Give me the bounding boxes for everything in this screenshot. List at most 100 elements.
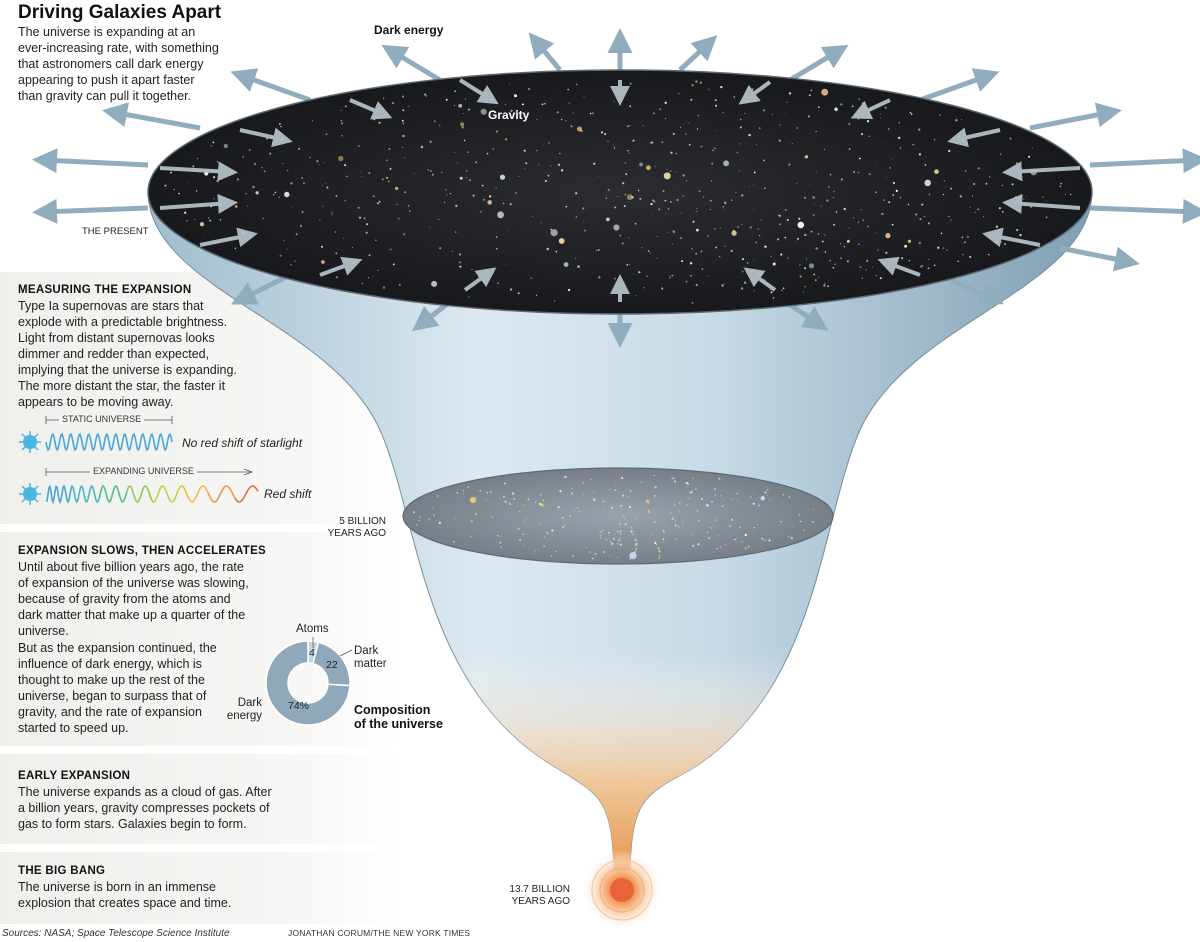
star [977, 208, 980, 211]
star [787, 257, 789, 259]
star [629, 82, 632, 85]
star [681, 535, 683, 537]
star [858, 243, 860, 246]
star [639, 198, 642, 200]
star [614, 485, 616, 487]
star [452, 492, 454, 493]
star [451, 250, 453, 252]
star [744, 533, 747, 537]
star [983, 216, 985, 218]
star [672, 132, 675, 135]
star [719, 546, 722, 548]
star [311, 120, 314, 122]
pie-label-line: energy [226, 710, 262, 722]
star [672, 230, 675, 233]
star [527, 498, 530, 501]
star [764, 245, 767, 248]
star [603, 508, 605, 510]
star [604, 133, 607, 135]
star [688, 497, 690, 499]
star [904, 244, 908, 248]
star [858, 157, 861, 160]
star [860, 133, 864, 136]
star [635, 547, 637, 549]
star [583, 95, 585, 97]
star [797, 237, 799, 240]
star [606, 217, 610, 222]
star [565, 205, 568, 208]
star [404, 157, 406, 159]
star [525, 517, 527, 519]
star [680, 126, 682, 128]
star [872, 266, 873, 268]
star [466, 170, 468, 172]
star [834, 107, 838, 112]
star [674, 519, 677, 521]
star [810, 230, 813, 233]
star [782, 493, 785, 496]
star [619, 234, 622, 237]
star [648, 511, 651, 514]
star [961, 119, 963, 121]
star [797, 221, 805, 229]
star [331, 212, 333, 214]
star [274, 191, 277, 194]
star [614, 206, 617, 209]
star [372, 195, 375, 198]
star [609, 541, 611, 543]
star [732, 498, 734, 500]
star [760, 496, 765, 501]
star [184, 211, 187, 214]
star [559, 152, 561, 155]
star [662, 529, 665, 531]
star [892, 194, 894, 196]
star [1045, 216, 1048, 218]
star [1023, 198, 1025, 200]
star [441, 171, 443, 173]
star [730, 249, 733, 252]
star [1065, 193, 1066, 195]
star [700, 145, 703, 148]
star [804, 285, 806, 288]
star [519, 539, 522, 541]
star [459, 176, 463, 180]
star [297, 147, 301, 150]
star [772, 262, 776, 266]
star [798, 217, 801, 220]
star [1028, 155, 1031, 158]
star [957, 260, 959, 263]
star [757, 524, 758, 526]
star [635, 548, 637, 551]
pie-atoms-label: Atoms [296, 623, 329, 635]
star [898, 136, 901, 139]
star [723, 160, 729, 167]
star [755, 241, 758, 244]
gravity-arrows [159, 78, 1081, 302]
star [618, 539, 621, 542]
star [808, 263, 815, 269]
star [899, 197, 902, 199]
star [753, 171, 756, 174]
star [817, 276, 819, 279]
star [887, 128, 890, 130]
star [548, 142, 550, 144]
body-line: a billion years, gravity compresses pock… [18, 801, 270, 815]
star [658, 557, 660, 559]
star [344, 200, 346, 202]
star [707, 235, 709, 237]
star [391, 102, 394, 105]
star [326, 186, 329, 189]
star [536, 149, 538, 152]
star [562, 526, 565, 528]
star [505, 263, 507, 265]
star [602, 530, 604, 532]
star [1009, 137, 1012, 140]
star [598, 276, 601, 279]
star [998, 207, 1001, 210]
star [613, 224, 620, 231]
star [499, 174, 506, 180]
star [569, 515, 572, 517]
star [368, 172, 371, 175]
star [875, 274, 877, 277]
star [695, 80, 698, 83]
